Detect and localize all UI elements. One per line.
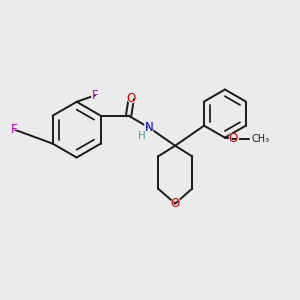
Text: H: H: [136, 130, 147, 142]
Text: O: O: [227, 132, 239, 146]
Text: O: O: [170, 197, 180, 210]
Text: N: N: [143, 121, 155, 134]
Text: N: N: [145, 121, 153, 134]
Text: O: O: [125, 92, 137, 106]
Text: O: O: [169, 196, 181, 211]
Text: F: F: [90, 88, 100, 102]
Text: F: F: [11, 123, 18, 136]
Text: O: O: [228, 132, 238, 145]
Text: F: F: [92, 89, 98, 102]
Text: CH₃: CH₃: [251, 134, 269, 144]
Text: H: H: [138, 131, 145, 141]
Text: O: O: [127, 92, 136, 105]
Text: F: F: [10, 123, 19, 137]
